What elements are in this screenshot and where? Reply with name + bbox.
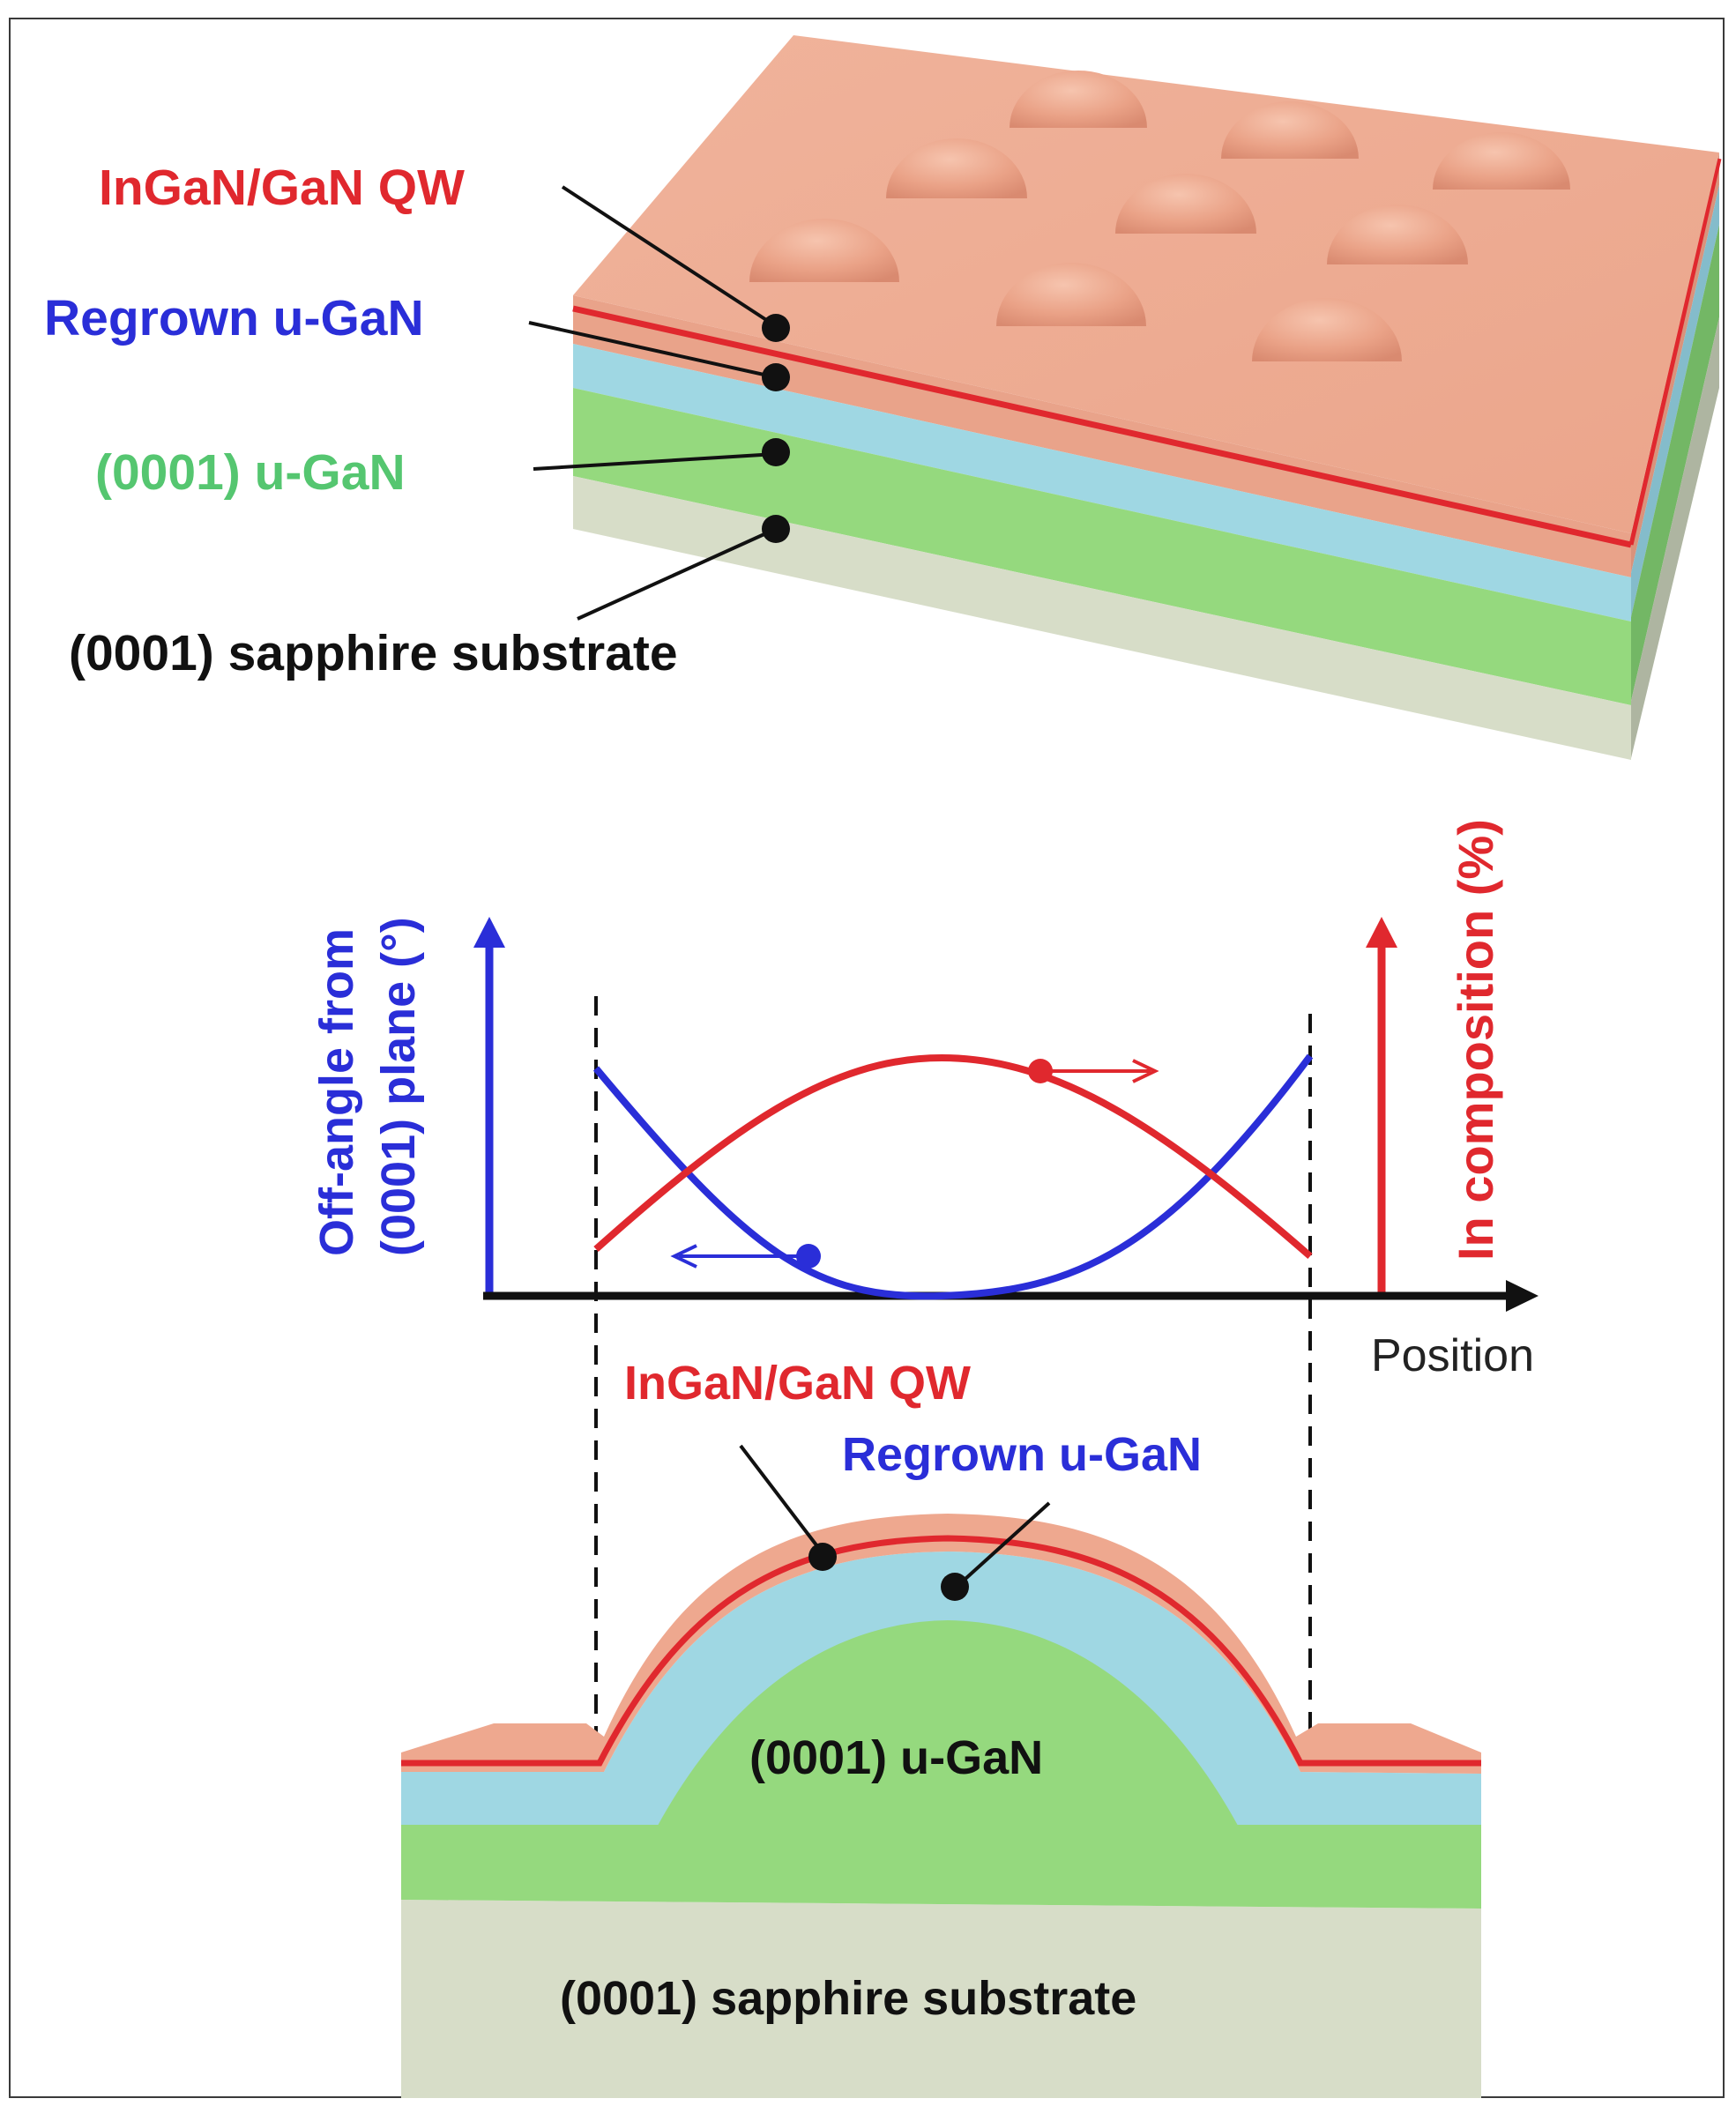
series-in-composition-curve xyxy=(593,1053,1313,1260)
dome xyxy=(996,263,1146,326)
x-axis-label: Position xyxy=(1371,1330,1534,1381)
block-right-substrate xyxy=(1631,317,1719,758)
domes xyxy=(749,71,1570,361)
cs-label-ugan: (0001) u-GaN xyxy=(749,1731,1043,1784)
cs-label-regrown: Regrown u-GaN xyxy=(842,1428,1202,1481)
arrow-left-icon-head xyxy=(670,1244,697,1269)
block-qw-line-side xyxy=(1628,158,1722,546)
block-right-green xyxy=(1631,225,1719,701)
top-label-regrown: Regrown u-GaN xyxy=(44,290,424,346)
cs-cap-layer xyxy=(401,1514,1481,1774)
cs-label-qw: InGaN/GaN QW xyxy=(624,1357,971,1410)
y-right-label: In composition (%) xyxy=(1448,819,1503,1261)
block-right-blue xyxy=(1631,185,1719,617)
dome xyxy=(1252,298,1402,361)
top-dot-qw xyxy=(762,314,790,342)
dome xyxy=(1433,132,1570,190)
cs-substrate xyxy=(401,1900,1481,2098)
dome xyxy=(886,138,1027,198)
top-dot-regrown xyxy=(762,363,790,391)
block-front-blue xyxy=(573,344,1631,621)
block-front-green xyxy=(573,388,1631,705)
top-dot-ugan xyxy=(762,438,790,466)
chart xyxy=(473,917,1539,1785)
top-label-qw: InGaN/GaN QW xyxy=(99,160,465,216)
dome xyxy=(1115,174,1256,234)
axis-arrow-up-icon xyxy=(1366,917,1397,948)
cs-leaders xyxy=(739,1444,1051,1589)
cross-section xyxy=(401,1514,1481,2098)
block-top-surface xyxy=(573,35,1719,533)
top-3d-block xyxy=(572,35,1722,760)
dome xyxy=(749,219,899,282)
series-off-angle-curve xyxy=(592,1053,1314,1300)
dome xyxy=(1010,71,1147,128)
top-label-ugan: (0001) u-GaN xyxy=(95,444,406,501)
cs-ugan xyxy=(401,1825,1481,1909)
block-qw-line xyxy=(572,305,1632,548)
cs-ugan-dome xyxy=(652,1620,1243,1835)
y-left-label-line1: Off-angle from xyxy=(310,928,363,1256)
axis-arrow-right-icon xyxy=(1506,1280,1539,1312)
top-label-substrate: (0001) sapphire substrate xyxy=(69,625,678,681)
cs-label-substrate: (0001) sapphire substrate xyxy=(560,1972,1136,2025)
block-front-substrate xyxy=(573,476,1631,760)
axis-arrow-up-icon xyxy=(473,917,505,948)
top-dot-substrate xyxy=(762,515,790,543)
y-left-label-line2: (0001) plane (°) xyxy=(372,917,425,1256)
cs-dot-regrown xyxy=(941,1573,969,1601)
top-leaders xyxy=(528,185,778,621)
cs-dot-qw xyxy=(808,1543,837,1571)
cs-qw-line xyxy=(401,1535,1481,1767)
dome xyxy=(1327,205,1468,264)
arrow-right-icon-head xyxy=(1132,1059,1159,1083)
dome xyxy=(1221,101,1359,159)
